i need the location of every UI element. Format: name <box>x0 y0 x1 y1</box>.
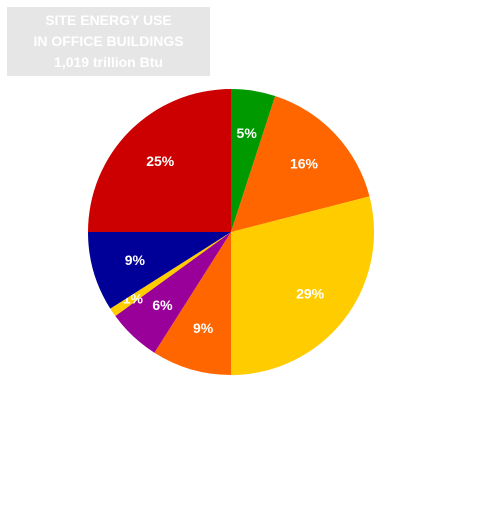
pie-slice-6 <box>110 232 231 317</box>
pie-slice-label-2: 16% <box>290 155 319 171</box>
pie-slice-3 <box>231 196 374 375</box>
pie-slice-5 <box>115 232 231 353</box>
pie-slice-label-7: 9% <box>125 252 146 268</box>
chart-subtitle: 1,019 trillion Btu <box>54 54 163 70</box>
pie-slice-2 <box>231 95 370 232</box>
pie-slice-label-4: 9% <box>193 320 214 336</box>
pie-slice-label-5: 6% <box>152 297 173 313</box>
pie-slice-label-8: 25% <box>146 153 175 169</box>
chart-title-line-2: IN OFFICE BUILDINGS <box>33 33 184 49</box>
chart-title-box: SITE ENERGY USE IN OFFICE BUILDINGS 1,01… <box>7 7 210 76</box>
pie-slice-8 <box>88 89 231 232</box>
pie-slice-7 <box>88 232 231 309</box>
pie-slice-4 <box>154 232 231 375</box>
pie-slice-label-1: 5% <box>237 125 258 141</box>
pie-slice-1 <box>231 89 276 232</box>
chart-title-line-1: SITE ENERGY USE <box>45 12 172 28</box>
pie-slice-label-3: 29% <box>296 285 325 301</box>
